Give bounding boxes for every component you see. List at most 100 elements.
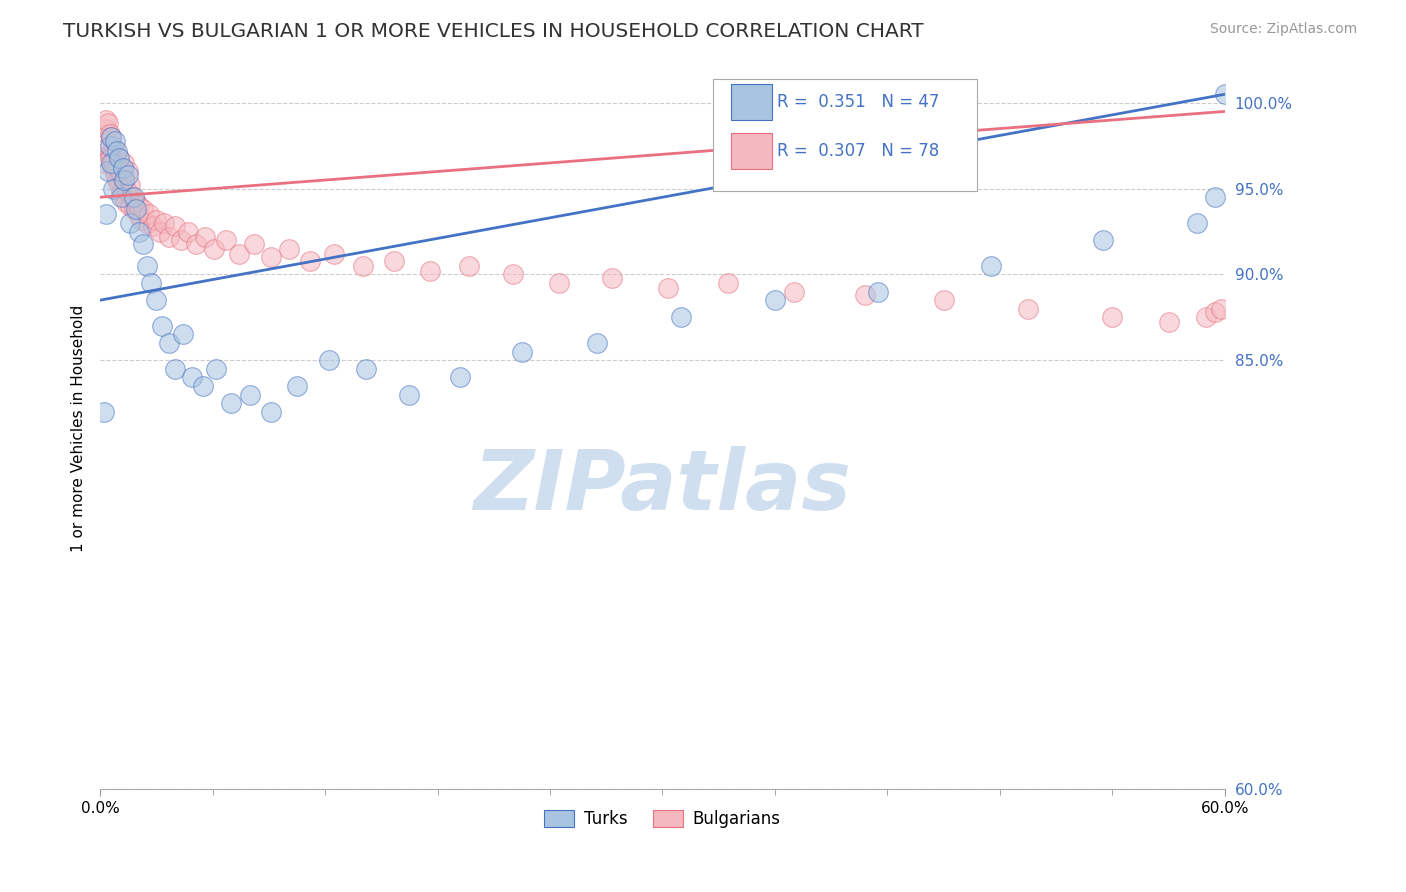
Point xyxy=(586,336,609,351)
Point xyxy=(145,293,167,308)
Point xyxy=(125,195,148,210)
Point xyxy=(94,121,117,136)
Point xyxy=(114,156,136,170)
Point xyxy=(657,281,679,295)
Point xyxy=(243,236,266,251)
Point xyxy=(110,185,132,199)
Point xyxy=(97,138,120,153)
Point xyxy=(108,178,131,193)
Point xyxy=(1209,301,1232,316)
Point xyxy=(502,268,524,282)
Point xyxy=(165,361,187,376)
Point xyxy=(398,387,420,401)
Point xyxy=(100,130,122,145)
Point xyxy=(172,327,194,342)
Point xyxy=(980,259,1002,273)
Point xyxy=(117,164,139,178)
Point xyxy=(932,293,955,308)
Point xyxy=(103,181,125,195)
Point xyxy=(98,151,121,165)
Point xyxy=(94,207,117,221)
Point xyxy=(108,151,131,165)
Point xyxy=(136,216,159,230)
FancyBboxPatch shape xyxy=(731,84,772,120)
Point xyxy=(170,233,193,247)
Point xyxy=(110,190,132,204)
Point xyxy=(1185,216,1208,230)
Point xyxy=(177,225,200,239)
Point xyxy=(120,199,142,213)
Point xyxy=(184,236,207,251)
Point xyxy=(128,225,150,239)
Point xyxy=(127,207,149,221)
Point xyxy=(285,379,308,393)
Text: TURKISH VS BULGARIAN 1 OR MORE VEHICLES IN HOUSEHOLD CORRELATION CHART: TURKISH VS BULGARIAN 1 OR MORE VEHICLES … xyxy=(63,22,924,41)
Point xyxy=(419,264,441,278)
Point xyxy=(114,173,136,187)
Point xyxy=(194,229,217,244)
Point xyxy=(1101,310,1123,325)
Point xyxy=(128,199,150,213)
Point xyxy=(260,405,283,419)
Point xyxy=(150,318,173,333)
Point xyxy=(600,271,623,285)
Point xyxy=(763,293,786,308)
Point xyxy=(356,361,378,376)
Point xyxy=(1157,316,1180,330)
Point xyxy=(205,361,228,376)
Point xyxy=(103,138,125,153)
Point xyxy=(159,229,181,244)
Point xyxy=(136,259,159,273)
Point xyxy=(323,247,346,261)
Point xyxy=(228,247,250,261)
Point xyxy=(98,147,121,161)
Point xyxy=(717,276,740,290)
Point xyxy=(111,161,134,175)
Point xyxy=(868,285,890,299)
Point xyxy=(131,212,153,227)
Point xyxy=(449,370,471,384)
Point xyxy=(1204,190,1226,204)
Point xyxy=(105,144,128,158)
Point xyxy=(159,336,181,351)
FancyBboxPatch shape xyxy=(731,133,772,169)
Point xyxy=(510,344,533,359)
Point xyxy=(105,161,128,175)
Point xyxy=(103,161,125,175)
Point xyxy=(204,242,226,256)
Point xyxy=(260,250,283,264)
Point xyxy=(671,310,693,325)
Point xyxy=(193,379,215,393)
Text: R =  0.351   N = 47: R = 0.351 N = 47 xyxy=(778,93,939,111)
Point xyxy=(1204,305,1226,319)
Point xyxy=(299,253,322,268)
Point xyxy=(103,156,125,170)
Point xyxy=(121,190,143,204)
Point xyxy=(98,127,121,141)
Point xyxy=(104,134,127,148)
Y-axis label: 1 or more Vehicles in Household: 1 or more Vehicles in Household xyxy=(72,305,86,552)
Point xyxy=(142,219,165,234)
Point xyxy=(853,288,876,302)
Point xyxy=(165,219,187,234)
Point xyxy=(117,185,139,199)
Point xyxy=(1092,233,1115,247)
Point xyxy=(1213,87,1236,102)
Point xyxy=(100,130,122,145)
Point xyxy=(94,113,117,128)
Point xyxy=(138,207,160,221)
Point xyxy=(149,225,172,239)
Point xyxy=(548,276,571,290)
Point xyxy=(114,168,136,182)
Point xyxy=(139,276,162,290)
Point xyxy=(97,164,120,178)
Point xyxy=(132,202,155,217)
Point xyxy=(1195,310,1218,325)
Point xyxy=(458,259,481,273)
Point xyxy=(110,168,132,182)
Point xyxy=(117,168,139,182)
Point xyxy=(120,178,142,193)
Point xyxy=(98,138,121,153)
Point xyxy=(783,285,806,299)
Point xyxy=(93,156,115,170)
